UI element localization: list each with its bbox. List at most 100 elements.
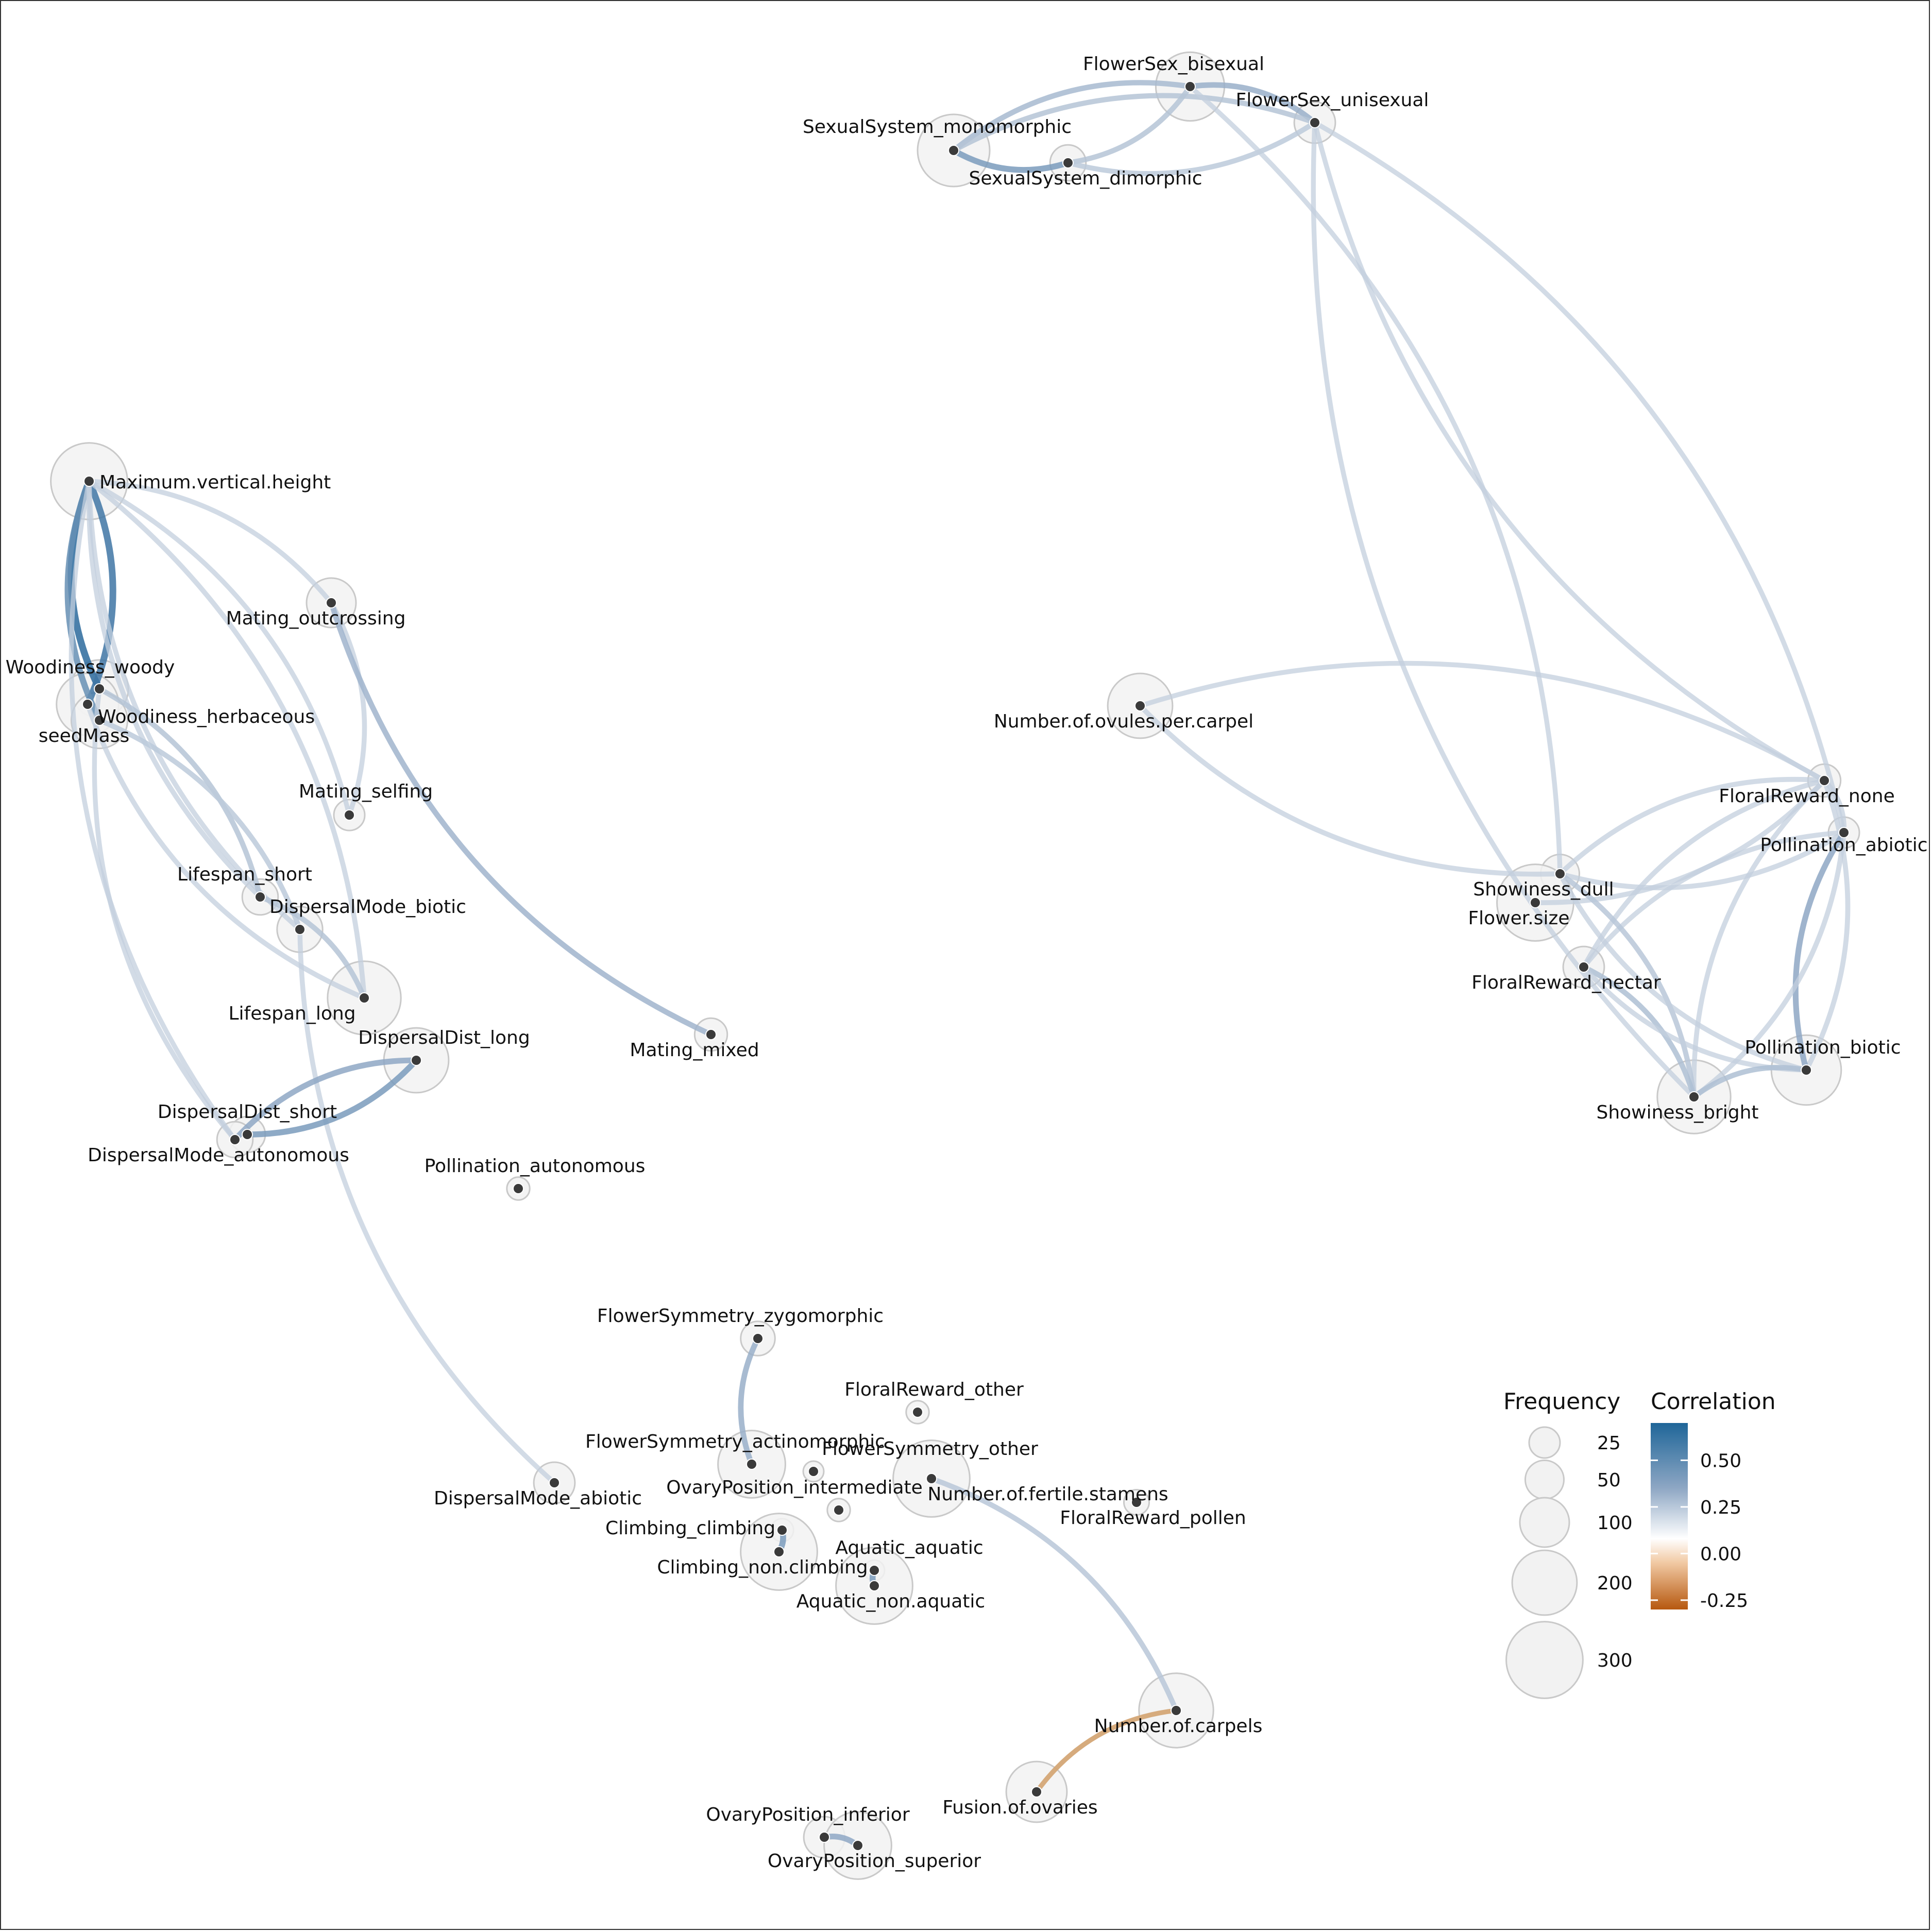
edge-Number.of.fertile.stamens--Number.of.carpels: [929, 1476, 1179, 1713]
edge-Maximum.vertical.height--seedMass: [64, 478, 103, 723]
correlation-key-label: 0.50: [1700, 1450, 1741, 1471]
frequency-key-bubble: [1528, 1426, 1561, 1459]
node-dot-Mating_mixed: [705, 1029, 717, 1040]
node-label-Climbing_non.climbing: Climbing_non.climbing: [657, 1557, 868, 1578]
node-dot-FlowerSymmetry_other: [808, 1466, 819, 1477]
edge-Woodiness_woody--DispersalMode_autonomous: [92, 686, 238, 1142]
node-label-OvaryPosition_superior: OvaryPosition_superior: [768, 1851, 981, 1872]
node-label-FloralReward_nectar: FloralReward_nectar: [1471, 972, 1661, 993]
node-label-FlowerSymmetry_other: FlowerSymmetry_other: [822, 1438, 1038, 1460]
edge-FloralReward_none--FloralReward_nectar: [1581, 778, 1827, 970]
node-label-Lifespan_short: Lifespan_short: [177, 864, 312, 885]
edge-Maximum.vertical.height--Woodiness_herbaceous: [84, 478, 116, 708]
edge-FlowerSex_bisexual--SexualSystem_monomorphic: [951, 80, 1193, 154]
node-label-SexualSystem_dimorphic: SexualSystem_dimorphic: [969, 168, 1202, 189]
node-dot-Number.of.ovules.per.carpel: [1134, 700, 1146, 711]
node-dot-Climbing_climbing: [776, 1524, 788, 1536]
node-dot-Mating_selfing: [344, 809, 355, 821]
node-dot-FlowerSymmetry_zygomorphic: [752, 1333, 764, 1344]
edge-Maximum.vertical.height--Mating_selfing: [87, 479, 352, 818]
node-dot-SexualSystem_monomorphic: [948, 145, 959, 156]
edge-Maximum.vertical.height--DispersalMode_autonomous: [69, 479, 238, 1142]
node-label-Pollination_autonomous: Pollination_autonomous: [425, 1156, 646, 1177]
edge-FloralReward_none--Showiness_dull: [1557, 777, 1827, 876]
edge-Showiness_dull--Pollination_biotic: [1557, 871, 1809, 1073]
edge-FlowerSex_bisexual--SexualSystem_dimorphic: [1065, 83, 1193, 166]
node-dot-Woodiness_woody: [94, 683, 105, 694]
node-label-FlowerSex_unisexual: FlowerSex_unisexual: [1236, 90, 1429, 111]
node-label-FloralReward_pollen: FloralReward_pollen: [1060, 1507, 1246, 1529]
legend: Frequency 25 50 100 200 300 Correlation 0.50…: [1503, 1388, 1776, 1699]
node-label-Climbing_climbing: Climbing_climbing: [605, 1518, 775, 1539]
edge-Mating_outcrossing--Mating_mixed: [328, 600, 714, 1038]
edge-Number.of.carpels--Fusion.of.ovaries: [1034, 1708, 1179, 1794]
correlation-key-label: -0.25: [1700, 1590, 1748, 1612]
node-dot-FloralReward_nectar: [1578, 961, 1589, 973]
frequency-key-bubble: [1524, 1460, 1565, 1500]
node-label-Showiness_dull: Showiness_dull: [1473, 879, 1614, 900]
node-label-Mating_mixed: Mating_mixed: [630, 1040, 759, 1061]
node-dot-Climbing_non.climbing: [773, 1546, 785, 1557]
frequency-key-label: 50: [1597, 1470, 1621, 1491]
node-dot-DispersalDist_long: [411, 1055, 422, 1066]
node-label-FlowerSex_bisexual: FlowerSex_bisexual: [1083, 54, 1264, 75]
node-dot-DispersalMode_autonomous: [229, 1134, 241, 1145]
node-dot-Number.of.fertile.stamens: [926, 1473, 937, 1484]
node-label-DispersalDist_long: DispersalDist_long: [358, 1027, 530, 1048]
edge-DispersalMode_biotic--DispersalMode_abiotic: [297, 927, 557, 1485]
edge-FlowerSex_unisexual--FloralReward_none: [1312, 120, 1827, 783]
edge-Showiness_dull--Showiness_bright: [1557, 871, 1697, 1099]
node-label-Pollination_abiotic: Pollination_abiotic: [1760, 835, 1927, 856]
node-dot-FloralReward_pollen: [1131, 1497, 1142, 1508]
node-dot-OvaryPosition_intermediate: [833, 1504, 844, 1516]
node-label-DispersalDist_short: DispersalDist_short: [158, 1101, 337, 1123]
node-label-FloralReward_other: FloralReward_other: [844, 1379, 1024, 1400]
node-label-DispersalMode_biotic: DispersalMode_biotic: [269, 896, 466, 918]
edge-FlowerSymmetry_zygomorphic--FlowerSymmetry_actinomorphic: [738, 1335, 761, 1467]
node-label-Pollination_biotic: Pollination_biotic: [1744, 1037, 1901, 1058]
node-label-Woodiness_woody: Woodiness_woody: [6, 657, 175, 678]
node-dot-Flower.size: [1530, 897, 1541, 908]
node-dot-Pollination_autonomous: [513, 1183, 524, 1194]
edge-Number.of.ovules.per.carpel--FloralReward_none: [1138, 660, 1827, 783]
node-dot-Aquatic_non.aquatic: [869, 1580, 880, 1591]
node-dot-OvaryPosition_inferior: [819, 1832, 830, 1843]
edge-FloralReward_none--Showiness_bright: [1691, 778, 1827, 1099]
frequency-key-label: 200: [1597, 1573, 1633, 1594]
node-label-Aquatic_non.aquatic: Aquatic_non.aquatic: [796, 1591, 985, 1612]
edge-Woodiness_herbaceous--Lifespan_long: [85, 702, 367, 1001]
node-dot-FlowerSymmetry_actinomorphic: [746, 1459, 757, 1470]
node-dot-Lifespan_long: [359, 992, 370, 1004]
correlation-key-label: 0.25: [1700, 1497, 1741, 1518]
correlation-key-label: 0.00: [1700, 1544, 1741, 1565]
node-dot-DispersalMode_biotic: [294, 924, 306, 935]
node-label-Mating_selfing: Mating_selfing: [299, 781, 433, 802]
node-dot-Showiness_dull: [1554, 868, 1566, 879]
edge-DispersalDist_long--DispersalMode_autonomous: [232, 1057, 419, 1143]
node-dot-OvaryPosition_superior: [852, 1840, 863, 1851]
edge-SexualSystem_monomorphic--SexualSystem_dimorphic: [951, 147, 1071, 173]
edge-FloralReward_nectar--Showiness_bright: [1581, 964, 1697, 1100]
node-label-FlowerSymmetry_actinomorphic: FlowerSymmetry_actinomorphic: [585, 1431, 885, 1452]
frequency-legend-title: Frequency: [1503, 1388, 1620, 1415]
node-label-SexualSystem_monomorphic: SexualSystem_monomorphic: [803, 116, 1072, 138]
node-dot-Mating_outcrossing: [326, 597, 337, 608]
node-label-Number.of.fertile.stamens: Number.of.fertile.stamens: [927, 1484, 1168, 1505]
node-dot-DispersalDist_short: [242, 1129, 253, 1140]
frequency-key-label: 300: [1597, 1650, 1633, 1671]
node-label-Maximum.vertical.height: Maximum.vertical.height: [99, 472, 331, 493]
node-label-Fusion.of.ovaries: Fusion.of.ovaries: [942, 1797, 1097, 1818]
node-dots: [82, 81, 1850, 1851]
node-label-Number.of.ovules.per.carpel: Number.of.ovules.per.carpel: [994, 711, 1253, 732]
node-labels: Maximum.vertical.height Mating_outcrossin…: [6, 54, 1928, 1872]
frequency-key-bubble: [1511, 1549, 1578, 1616]
edge-Maximum.vertical.height--DispersalMode_biotic: [87, 479, 302, 932]
node-dot-Number.of.carpels: [1171, 1705, 1182, 1716]
node-label-seedMass: seedMass: [39, 725, 130, 747]
node-dot-Fusion.of.ovaries: [1031, 1786, 1042, 1798]
edge-FloralReward_none--Pollination_biotic: [1804, 778, 1851, 1073]
node-label-Mating_outcrossing: Mating_outcrossing: [226, 608, 406, 629]
edge-DispersalDist_long--DispersalDist_short: [244, 1057, 419, 1138]
node-label-Number.of.carpels: Number.of.carpels: [1094, 1716, 1263, 1737]
